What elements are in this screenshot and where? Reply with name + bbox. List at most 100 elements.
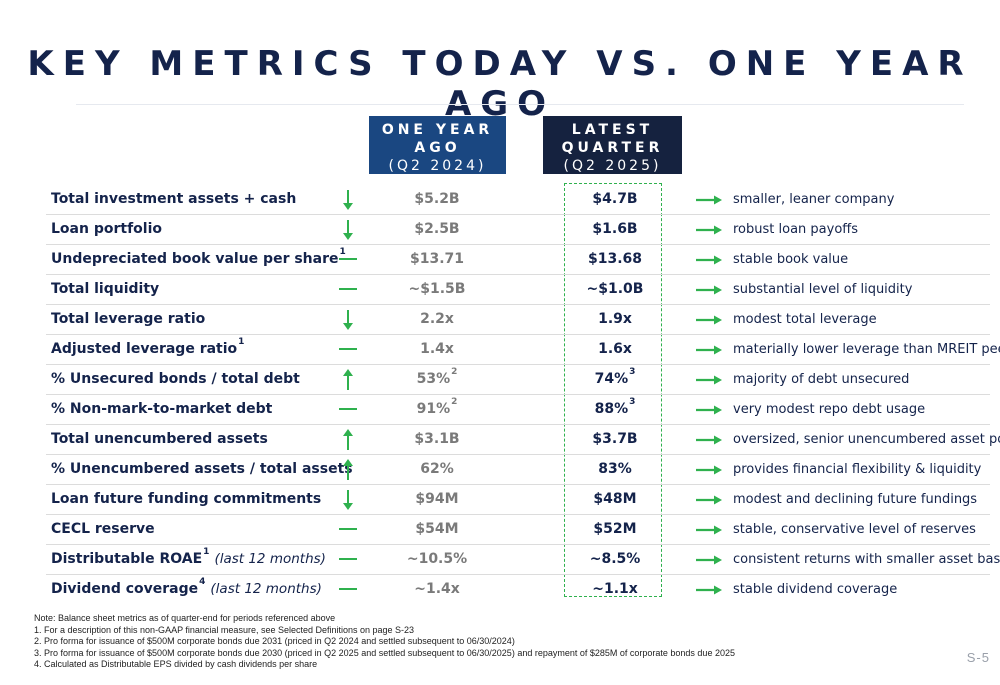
trend-flat-icon: [336, 275, 360, 304]
value-latest-quarter: $4.7B: [542, 185, 688, 214]
value-one-year-ago: ~1.4x: [364, 575, 510, 604]
table-row: Adjusted leverage ratio1 1.4x 1.6x material…: [46, 335, 1000, 365]
right-arrow-icon: [694, 485, 724, 514]
footnote-ref: 3: [629, 367, 636, 377]
value-one-year-ago: 2.2x: [364, 305, 510, 334]
trend-down-icon: [336, 185, 360, 214]
value-one-year-ago: 91%2: [364, 395, 510, 424]
metric-comment: modest and declining future fundings: [733, 492, 978, 507]
metric-note: (last 12 months): [214, 551, 326, 567]
trend-up-icon: [336, 425, 360, 454]
metric-note: (last 12 months): [210, 581, 322, 597]
table-row: Total liquidity ~$1.5B ~$1.0B substantial l…: [46, 275, 990, 305]
metric-comment: modest total leverage: [733, 312, 877, 327]
column-header-latest-line2: QUARTER: [561, 140, 664, 156]
value-latest-quarter: ~$1.0B: [542, 275, 688, 304]
column-header-latest-line1: LATEST: [571, 122, 654, 138]
right-arrow-icon: [694, 365, 724, 394]
footnote-ref: 3: [629, 397, 636, 407]
metric-comment: smaller, leaner company: [733, 192, 895, 207]
value-ago-text: 2.2x: [420, 311, 454, 327]
metric-comment: majority of debt unsecured: [733, 372, 910, 387]
value-ago-text: $54M: [415, 521, 459, 537]
right-arrow-icon: [694, 215, 724, 244]
metric-comment: oversized, senior unencumbered asset poo…: [733, 432, 1000, 447]
trend-down-icon: [336, 485, 360, 514]
footnote-ref: 4: [199, 577, 206, 587]
value-ago-text: 1.4x: [420, 341, 454, 357]
column-header-ago-line2: AGO: [414, 140, 461, 156]
trend-flat-icon: [336, 245, 360, 274]
table-row: Total leverage ratio 2.2x 1.9x modest total…: [46, 305, 990, 335]
value-latest-quarter: $48M: [542, 485, 688, 514]
value-ago-text: ~$1.5B: [408, 281, 466, 297]
metric-name: Loan future funding commitments: [51, 491, 322, 507]
value-latest-quarter: $13.68: [542, 245, 688, 274]
metric-name: Total unencumbered assets: [51, 431, 268, 447]
value-latest-text: $4.7B: [592, 191, 638, 207]
table-row: % Non-mark-to-market debt 91%2 88%3 very mo…: [46, 395, 990, 425]
metric-comment: stable, conservative level of reserves: [733, 522, 976, 537]
metric-label: % Unsecured bonds / total debt: [51, 365, 300, 394]
value-latest-text: $1.6B: [592, 221, 638, 237]
value-one-year-ago: $5.2B: [364, 185, 510, 214]
footnote-line: 3. Pro forma for issuance of $500M corpo…: [34, 647, 735, 658]
right-arrow-icon: [694, 395, 724, 424]
trend-up-icon: [336, 365, 360, 394]
metric-label: Distributable ROAE1 (last 12 months): [51, 545, 326, 574]
value-latest-quarter: 83%: [542, 455, 688, 484]
right-arrow-icon: [694, 515, 724, 544]
value-latest-quarter: $3.7B: [542, 425, 688, 454]
metric-comment: substantial level of liquidity: [733, 282, 913, 297]
metric-label: Loan portfolio: [51, 215, 162, 244]
metric-label: % Non-mark-to-market debt: [51, 395, 272, 424]
value-latest-text: 74%: [594, 371, 629, 387]
value-ago-text: 62%: [420, 461, 454, 477]
metric-comment: stable dividend coverage: [733, 582, 898, 597]
table-row: Total unencumbered assets $3.1B $3.7B overs…: [46, 425, 1000, 455]
column-header-latest-period: (Q2 2025): [563, 158, 662, 174]
right-arrow-icon: [694, 545, 724, 574]
metric-label: Undepreciated book value per share1: [51, 245, 346, 274]
metric-name: Dividend coverage: [51, 581, 199, 597]
value-one-year-ago: $2.5B: [364, 215, 510, 244]
footnote-ref: 2: [451, 367, 458, 377]
metric-label: Adjusted leverage ratio1: [51, 335, 244, 364]
title-divider: [76, 104, 964, 105]
trend-down-icon: [336, 305, 360, 334]
metric-comment: robust loan payoffs: [733, 222, 859, 237]
value-ago-text: $13.71: [409, 251, 465, 267]
value-ago-text: $5.2B: [414, 191, 460, 207]
value-one-year-ago: 1.4x: [364, 335, 510, 364]
trend-flat-icon: [336, 575, 360, 604]
footnote-line: 1. For a description of this non-GAAP fi…: [34, 624, 415, 635]
metric-name: Adjusted leverage ratio: [51, 341, 238, 357]
metric-label: Total leverage ratio: [51, 305, 205, 334]
value-one-year-ago: ~$1.5B: [364, 275, 510, 304]
value-latest-text: 1.6x: [598, 341, 632, 357]
footnote-line: Note: Balance sheet metrics as of quarte…: [34, 613, 336, 623]
value-ago-text: 53%: [416, 371, 451, 387]
value-one-year-ago: 62%: [364, 455, 510, 484]
value-ago-text: ~10.5%: [406, 551, 468, 567]
value-ago-text: $3.1B: [414, 431, 460, 447]
trend-flat-icon: [336, 515, 360, 544]
metrics-table: Total investment assets + cash $5.2B $4.7B…: [46, 185, 1000, 604]
trend-flat-icon: [336, 335, 360, 364]
metric-name: % Unencumbered assets / total assets: [51, 461, 353, 477]
metric-name: Distributable ROAE: [51, 551, 203, 567]
value-one-year-ago: $3.1B: [364, 425, 510, 454]
table-row: Distributable ROAE1 (last 12 months) ~10.5…: [46, 545, 1000, 575]
value-latest-quarter: 1.9x: [542, 305, 688, 334]
table-row: % Unsecured bonds / total debt 53%2 74%3 ma…: [46, 365, 990, 395]
metric-name: Undepreciated book value per share: [51, 251, 339, 267]
metric-comment: materially lower leverage than MREIT pee…: [733, 342, 1000, 357]
value-one-year-ago: $54M: [364, 515, 510, 544]
metric-comment: consistent returns with smaller asset ba…: [733, 552, 1000, 567]
value-latest-text: 1.9x: [598, 311, 632, 327]
value-latest-text: $3.7B: [592, 431, 638, 447]
trend-down-icon: [336, 215, 360, 244]
value-latest-quarter: 1.6x: [542, 335, 688, 364]
footnote-line: 2. Pro forma for issuance of $500M corpo…: [34, 636, 515, 646]
footnote-line: 4. Calculated as Distributable EPS divid…: [34, 659, 318, 669]
